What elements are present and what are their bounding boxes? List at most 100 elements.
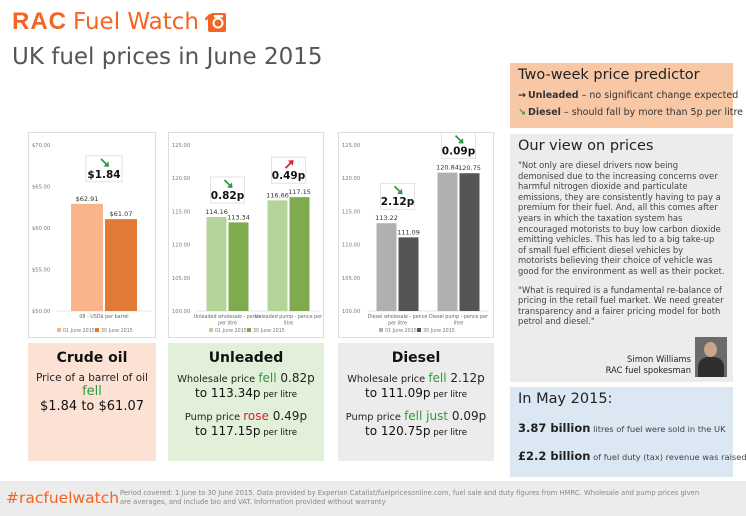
predictor-unleaded-label: Unleaded	[527, 90, 579, 101]
x-category-label: 08 - USD$ per barrel	[79, 314, 128, 320]
bar-0-1	[398, 237, 419, 311]
crude-oil-chart-svg: $70.00 $65.00 $60.00 $55.00 $50.00 $62.91 $61.…	[32, 143, 151, 334]
bar-value-label: $61.07	[110, 210, 133, 218]
diesel-line-4-pre: to 120.75p	[365, 424, 431, 438]
diesel-line-2: to 111.09p per litre	[338, 386, 494, 403]
diesel-line-1-pre: Wholesale price	[347, 374, 429, 385]
crude-oil-line-1-text: Price of a barrel of oil	[36, 372, 148, 384]
diesel-line-1: Wholesale price fell 2.12p	[338, 372, 494, 386]
bar-value-label: 113.34	[227, 213, 250, 221]
change-badge-1-text: 0.49p	[272, 170, 306, 182]
y-tick-label: 105.00	[342, 276, 360, 282]
unleaded-line-2-small: per litre	[260, 390, 297, 400]
spokesman-name: Simon Williams	[627, 354, 691, 364]
our-view-title: Our view on prices	[518, 138, 654, 154]
y-tick-label: $50.00	[32, 309, 50, 315]
change-badge-0-box	[85, 155, 123, 183]
predictor-diesel-text: – should fall by more than 5p per litre	[563, 107, 743, 118]
y-tick-label: 100.00	[342, 309, 360, 315]
bar-value-label: 114.16	[205, 208, 228, 216]
diesel-fell-just-text: fell just	[404, 409, 449, 423]
may-stat-duty-value: £2.2 billion	[518, 449, 591, 463]
unleaded-line-1-post: 0.82p	[276, 371, 315, 385]
legend-swatch	[209, 328, 213, 332]
y-tick-label: 115.00	[342, 209, 360, 215]
y-tick-label: 105.00	[172, 276, 190, 282]
y-tick-label: $55.00	[32, 268, 50, 274]
rac-fuel-watch-logo: RAC Fuel Watch	[12, 8, 227, 36]
legend-label: 30 June 2015	[253, 328, 285, 334]
page-title: UK fuel prices in June 2015	[12, 44, 323, 70]
change-badge-0-box	[210, 176, 245, 204]
fuel-can-icon	[205, 13, 227, 32]
change-badge-0-box	[380, 182, 415, 210]
may-stat-litres-value: 3.87 billion	[518, 421, 591, 435]
diesel-line-2-small: per litre	[430, 390, 467, 400]
logo-rac-text: RAC	[12, 8, 67, 35]
y-tick-label: $60.00	[32, 226, 50, 232]
predictor-title: Two-week price predictor	[518, 67, 700, 83]
crude-oil-line-2: $1.84 to $61.07	[39, 399, 145, 414]
footnote: Period covered: 1 June to 30 June 2015. …	[120, 489, 700, 506]
legend-swatch	[95, 328, 99, 332]
logo-fuel-watch-text: Fuel Watch	[73, 9, 200, 35]
arrow-down-right-icon	[454, 134, 464, 144]
arrow-up-right-icon	[284, 160, 294, 169]
y-tick-label: 115.00	[172, 209, 190, 215]
unleaded-line-4-pre: to 117.15p	[195, 424, 261, 438]
bar-value-label: 120.75	[458, 164, 481, 172]
bar-value-label: 120.84	[436, 164, 459, 172]
legend-swatch	[57, 328, 61, 332]
diesel-line-3-pre: Pump price	[345, 412, 405, 423]
bar-value-label: $62.91	[76, 195, 99, 203]
y-tick-label: 125.00	[342, 143, 360, 149]
change-badge-1-box	[441, 133, 476, 159]
unleaded-chart-svg: 125.00 120.00 115.00 110.00 105.00 100.00 114.…	[172, 143, 322, 334]
bar-0-0	[206, 216, 227, 311]
legend-swatch	[417, 328, 421, 332]
may-stat-duty-text: of fuel duty (tax) revenue was raised	[590, 452, 746, 462]
bar-1-1	[289, 197, 310, 311]
arrow-down-icon: ↘	[518, 107, 526, 118]
unleaded-line-3-post: 0.49p	[268, 409, 308, 423]
y-tick-label: 100.00	[172, 309, 190, 315]
unleaded-line-3: Pump price rose 0.49p	[168, 410, 324, 424]
arrow-down-right-icon	[223, 179, 233, 188]
bar-1-0	[267, 200, 288, 311]
y-tick-label: 120.00	[172, 176, 190, 182]
bar-0-0	[376, 223, 397, 311]
crude-oil-card: Crude oil Price of a barrel of oil fell …	[28, 343, 156, 461]
bar-value-label: 113.22	[375, 214, 398, 222]
bar-value-label: 116.66	[266, 191, 289, 199]
diesel-line-3: Pump price fell just 0.09p	[338, 410, 494, 424]
unleaded-title: Unleaded	[208, 350, 284, 366]
x-category-label: litre	[454, 320, 463, 326]
bar-1-0	[437, 172, 458, 311]
change-badge-0-text: 2.12p	[381, 196, 415, 208]
bar-0-1	[105, 219, 137, 311]
change-badge-1-box	[271, 156, 306, 184]
our-view-paragraph-2: "What is required is a fundamental re-ba…	[518, 284, 724, 327]
x-category-label: Unleaded wholesale - pence	[194, 314, 262, 320]
price-predictor-panel: Two-week price predictor → Unleaded – no…	[510, 63, 743, 128]
crude-oil-fell-text: fell	[82, 384, 102, 399]
diesel-fell-text: fell	[428, 371, 447, 385]
legend-label: 30 June 2015	[101, 328, 133, 334]
change-badge-0-text: 0.82p	[211, 190, 245, 202]
may-stat-litres-text: litres of fuel were sold in the UK	[590, 424, 726, 434]
y-tick-label: 110.00	[342, 243, 360, 249]
predictor-row-unleaded: → Unleaded – no significant change expec…	[518, 90, 738, 101]
x-category-label: per litre	[388, 320, 407, 326]
may-stats-panel: In May 2015: 3.87 billion litres of fuel…	[510, 387, 746, 477]
spokesman-role: RAC fuel spokesman	[605, 365, 691, 375]
y-tick-label: 125.00	[172, 143, 190, 149]
x-category-label: Diesel wholesale - pence	[368, 314, 428, 320]
x-category-label: litre	[284, 320, 293, 326]
diesel-line-2-pre: to 111.09p	[365, 386, 431, 400]
crude-oil-title: Crude oil	[56, 350, 128, 366]
bar-0-0	[71, 203, 103, 311]
diesel-line-4-small: per litre	[430, 428, 467, 438]
may-stat-duty: £2.2 billion of fuel duty (tax) revenue …	[518, 445, 746, 464]
diesel-line-1-post: 2.12p	[446, 371, 485, 385]
arrow-right-icon: →	[518, 90, 526, 101]
